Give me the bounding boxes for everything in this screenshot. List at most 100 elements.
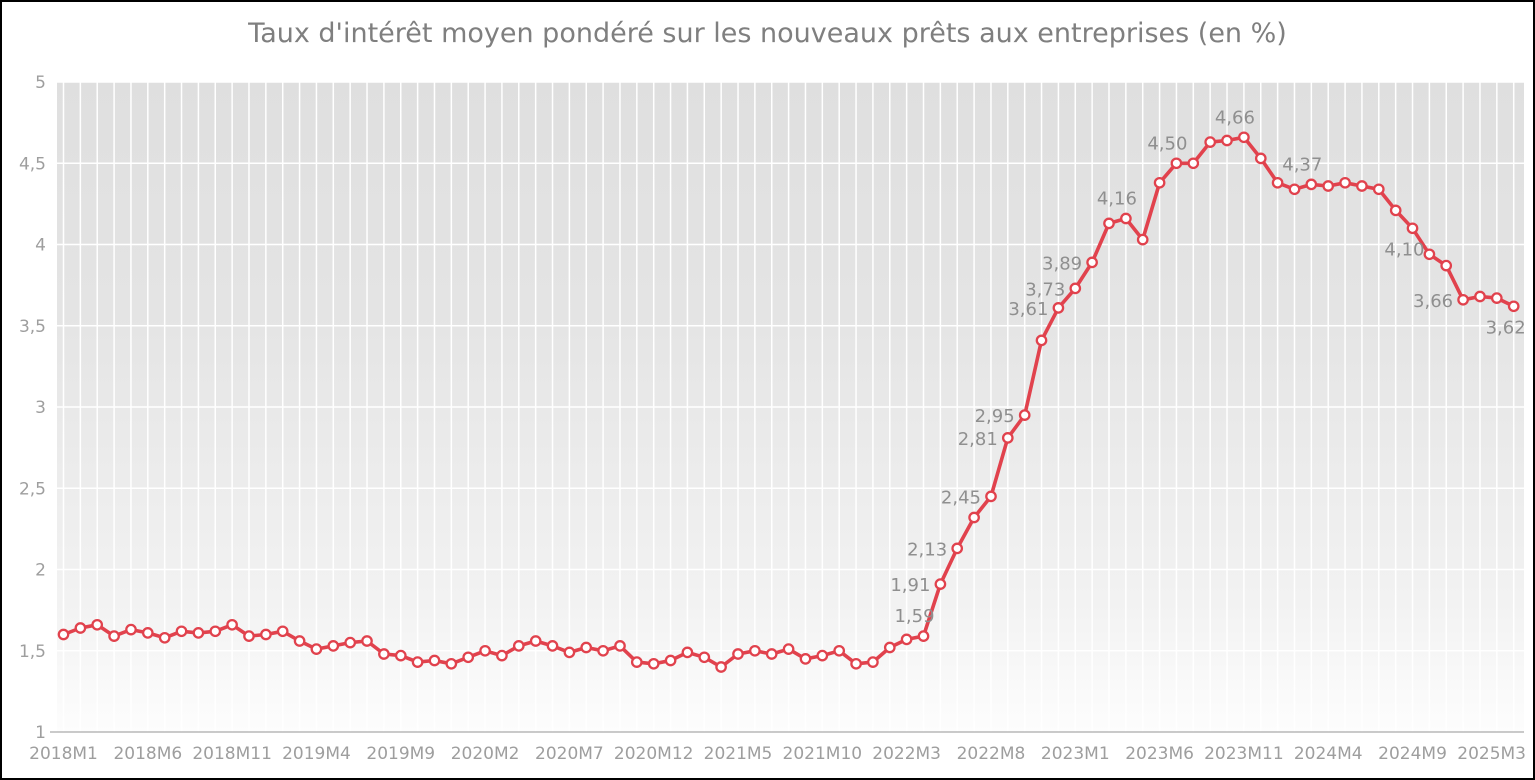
data-point-marker — [1187, 157, 1200, 170]
data-point-marker — [850, 657, 862, 670]
y-tick-label: 2 — [35, 561, 46, 581]
data-point-marker — [125, 623, 137, 636]
data-point-marker — [1204, 136, 1217, 148]
y-axis-tick-labels: 1 1,5 2 2,5 3 3,5 4 4,5 5 — [19, 73, 46, 743]
data-point-label: 2,13 — [907, 539, 947, 560]
data-point-label: 3,61 — [1008, 299, 1048, 320]
data-point-marker — [664, 654, 677, 667]
data-point-marker — [1221, 134, 1233, 147]
data-point-marker — [1170, 157, 1183, 170]
data-point-marker — [243, 630, 255, 642]
data-point-marker — [428, 654, 441, 667]
data-point-labels: 1,59 1,91 2,13 2,45 2,812,95 3,613,73 3,89 4,16… — [890, 107, 1525, 627]
data-point-marker — [91, 618, 104, 631]
data-point-marker — [1507, 300, 1520, 313]
data-point-marker — [546, 640, 559, 652]
data-point-marker — [1440, 259, 1453, 272]
y-tick-label: 4 — [35, 236, 46, 256]
data-point-label: 2,45 — [941, 487, 981, 508]
x-tick-label: 2022M8 — [957, 744, 1026, 764]
data-point-marker — [1136, 233, 1149, 246]
x-tick-label: 2018M6 — [113, 744, 182, 764]
data-point-marker — [1238, 131, 1250, 144]
data-point-marker — [226, 618, 238, 631]
x-tick-label: 2025M3 — [1457, 744, 1526, 764]
x-tick-label: 2020M12 — [614, 744, 694, 764]
data-point-marker — [867, 656, 879, 668]
data-point-marker — [1288, 183, 1301, 196]
data-point-marker — [580, 641, 593, 654]
data-point-label: 3,73 — [1025, 279, 1065, 300]
data-point-label: 2,81 — [958, 429, 998, 450]
data-point-marker — [833, 644, 846, 657]
y-tick-label: 2,5 — [19, 479, 46, 499]
y-tick-label: 3 — [35, 398, 46, 418]
x-tick-label: 2021M10 — [783, 744, 863, 764]
data-point-label: 2,95 — [975, 406, 1015, 427]
x-tick-label: 2019M9 — [366, 744, 435, 764]
data-point-marker — [1305, 178, 1318, 191]
data-point-label: 4,37 — [1282, 154, 1322, 175]
x-tick-label: 2024M9 — [1378, 744, 1447, 764]
data-point-marker — [1423, 248, 1436, 261]
data-point-marker — [647, 657, 660, 670]
x-tick-label: 2023M6 — [1125, 744, 1194, 764]
x-tick-label: 2020M7 — [535, 744, 604, 764]
data-point-marker — [445, 657, 458, 670]
y-tick-label: 3,5 — [19, 317, 46, 337]
x-tick-label: 2022M3 — [872, 744, 941, 764]
data-point-marker — [260, 628, 272, 641]
data-point-label: 1,59 — [894, 606, 934, 627]
data-point-marker — [563, 646, 576, 659]
data-point-marker — [1271, 176, 1284, 189]
y-tick-label: 1,5 — [19, 642, 46, 662]
x-tick-label: 2019M4 — [282, 744, 351, 764]
data-point-marker — [310, 643, 323, 655]
data-point-marker — [1018, 409, 1031, 421]
data-point-marker — [1490, 292, 1503, 304]
data-point-marker — [74, 622, 87, 634]
data-point-marker — [1322, 180, 1335, 192]
data-point-label: 4,10 — [1384, 239, 1424, 260]
data-point-marker — [968, 511, 980, 524]
data-point-marker — [749, 644, 761, 657]
y-tick-label: 1 — [35, 723, 46, 743]
x-tick-label: 2021M5 — [704, 744, 773, 764]
data-point-label: 4,66 — [1215, 107, 1255, 128]
data-point-marker — [141, 627, 154, 639]
x-tick-label: 2018M1 — [29, 744, 98, 764]
data-point-marker — [1001, 432, 1014, 444]
data-point-marker — [1372, 183, 1385, 196]
data-point-marker — [344, 636, 357, 649]
chart-title: Taux d'intérêt moyen pondéré sur les nou… — [248, 18, 1287, 49]
data-point-marker — [630, 656, 643, 668]
x-tick-label: 2023M11 — [1204, 744, 1284, 764]
data-point-marker — [175, 625, 188, 638]
data-point-marker — [327, 640, 340, 652]
data-point-marker — [715, 661, 727, 673]
data-point-marker — [378, 648, 390, 660]
data-point-label: 3,62 — [1486, 317, 1526, 338]
x-tick-label: 2023M1 — [1041, 744, 1110, 764]
data-point-marker — [57, 628, 70, 641]
data-point-marker — [411, 656, 424, 668]
data-point-marker — [394, 649, 407, 662]
data-point-marker — [462, 651, 475, 664]
x-tick-label: 2020M2 — [451, 744, 520, 764]
data-point-marker — [1103, 217, 1115, 230]
data-point-marker — [276, 625, 289, 638]
data-point-marker — [1035, 334, 1048, 347]
data-point-marker — [883, 641, 896, 654]
data-point-label: 4,16 — [1097, 189, 1137, 210]
data-point-marker — [479, 644, 491, 657]
data-point-marker — [1254, 152, 1267, 165]
data-point-marker — [1457, 293, 1469, 306]
data-point-marker — [951, 542, 964, 555]
data-point-marker — [1120, 212, 1132, 225]
data-point-marker — [496, 649, 508, 662]
data-point-marker — [698, 651, 711, 664]
data-point-marker — [209, 625, 222, 638]
x-tick-label: 2024M4 — [1294, 744, 1363, 764]
data-point-label: 4,50 — [1147, 133, 1187, 154]
